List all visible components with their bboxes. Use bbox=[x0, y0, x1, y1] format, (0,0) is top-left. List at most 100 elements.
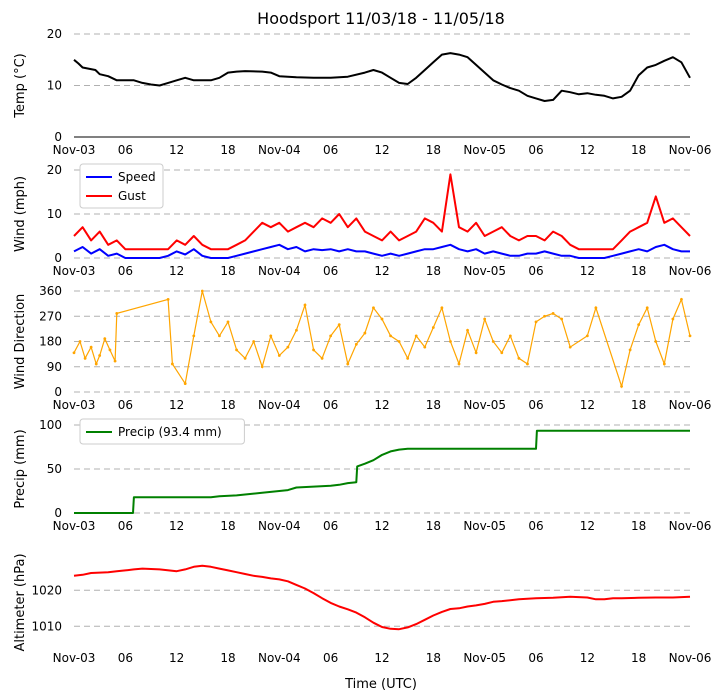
direction-point bbox=[628, 348, 632, 352]
direction-point bbox=[620, 384, 623, 388]
chart-title: Hoodsport 11/03/18 - 11/05/18 bbox=[257, 9, 505, 28]
wind-xtick-label: 12 bbox=[169, 264, 184, 278]
direction-point bbox=[269, 334, 273, 338]
direction-point bbox=[594, 306, 598, 310]
temp-ytick-label: 10 bbox=[47, 79, 62, 93]
precip-ytick-label: 100 bbox=[39, 418, 62, 432]
altimeter-xtick-label: 06 bbox=[118, 651, 133, 665]
precip-precip-93-4-mm-line bbox=[74, 429, 690, 514]
wind-panel: 0 10 20 Wind (mph) Nov-03 06 12 18 Nov-04 06 12 18 N… bbox=[13, 163, 711, 278]
temp-xtick-label: 06 bbox=[528, 143, 543, 157]
direction-point bbox=[337, 323, 341, 327]
direction-xtick-label: 12 bbox=[580, 398, 595, 412]
direction-point bbox=[449, 340, 452, 343]
direction-point bbox=[98, 354, 102, 357]
precip-xtick-label: 06 bbox=[323, 519, 338, 533]
altimeter-xtick-label: Nov-06 bbox=[669, 651, 712, 665]
altimeter-xtick-label: Nov-03 bbox=[53, 651, 96, 665]
precip-xtick-label: 18 bbox=[631, 519, 646, 533]
temp-xtick-label: 12 bbox=[580, 143, 595, 157]
direction-point bbox=[226, 320, 230, 324]
direction-xtick-label: 06 bbox=[118, 398, 133, 412]
direction-point bbox=[380, 317, 384, 321]
direction-point bbox=[500, 351, 504, 355]
direction-xtick-label: 12 bbox=[374, 398, 389, 412]
direction-y-axis-label: Wind Direction bbox=[13, 294, 28, 390]
direction-xtick-label: Nov-06 bbox=[669, 398, 712, 412]
altimeter-xtick-label: 12 bbox=[580, 651, 595, 665]
precip-xtick-label: 18 bbox=[426, 519, 441, 533]
direction-point bbox=[200, 289, 204, 293]
wind-legend-label: Speed bbox=[118, 170, 156, 184]
altimeter-xtick-label: 18 bbox=[631, 651, 646, 665]
precip-xtick-label: Nov-04 bbox=[258, 519, 301, 533]
direction-point bbox=[534, 320, 538, 324]
direction-point bbox=[277, 354, 281, 357]
precip-ytick-label: 50 bbox=[47, 462, 62, 476]
precip-legend bbox=[79, 418, 245, 445]
temp-xtick-label: Nov-05 bbox=[463, 143, 506, 157]
temp-xtick-label: 18 bbox=[426, 143, 441, 157]
temp-xtick-label: 12 bbox=[169, 143, 184, 157]
direction-point bbox=[72, 351, 76, 355]
direction-point bbox=[466, 328, 469, 332]
direction-point bbox=[235, 348, 238, 352]
precip-xtick-label: Nov-03 bbox=[53, 519, 96, 533]
direction-point bbox=[103, 337, 107, 341]
direction-point bbox=[115, 312, 119, 315]
direction-point bbox=[363, 331, 367, 335]
direction-point bbox=[108, 348, 112, 352]
direction-point bbox=[662, 362, 666, 366]
temp-xtick-label: 18 bbox=[220, 143, 235, 157]
direction-point bbox=[243, 356, 247, 360]
direction-point bbox=[637, 323, 641, 327]
precip-xtick-label: 12 bbox=[169, 519, 184, 533]
direction-point bbox=[551, 312, 555, 315]
direction-point bbox=[491, 340, 495, 343]
direction-point bbox=[517, 356, 521, 360]
altimeter-y-axis-label: Altimeter (hPa) bbox=[13, 553, 28, 651]
direction-xtick-label: Nov-03 bbox=[53, 398, 96, 412]
wind-xtick-label: 06 bbox=[323, 264, 338, 278]
direction-point bbox=[354, 342, 358, 346]
direction-point bbox=[431, 326, 435, 329]
wind-xtick-label: 18 bbox=[631, 264, 646, 278]
temp-xtick-label: 06 bbox=[323, 143, 338, 157]
altimeter-ytick-label: 1020 bbox=[31, 583, 62, 597]
direction-xtick-label: 18 bbox=[220, 398, 235, 412]
precip-xtick-label: Nov-05 bbox=[463, 519, 506, 533]
wind-xtick-label: 12 bbox=[580, 264, 595, 278]
direction-point bbox=[260, 365, 264, 369]
wind-xtick-label: Nov-03 bbox=[53, 264, 96, 278]
altimeter-xtick-label: Nov-04 bbox=[258, 651, 301, 665]
direction-point bbox=[671, 317, 675, 321]
direction-point bbox=[645, 306, 649, 310]
direction-xtick-label: 06 bbox=[528, 398, 543, 412]
direction-xtick-label: 06 bbox=[323, 398, 338, 412]
direction-point bbox=[406, 356, 410, 360]
direction-xtick-label: 18 bbox=[631, 398, 646, 412]
direction-point bbox=[303, 303, 307, 307]
wind-ytick-label: 10 bbox=[47, 207, 62, 221]
temp-y-axis-label: Temp (°C) bbox=[13, 53, 28, 119]
precip-ytick-label: 0 bbox=[54, 506, 62, 520]
altimeter-xtick-label: 18 bbox=[220, 651, 235, 665]
temp-temp-line bbox=[73, 52, 691, 102]
direction-point bbox=[560, 317, 564, 321]
altimeter-xtick-label: 06 bbox=[528, 651, 543, 665]
temp-ytick-label: 0 bbox=[54, 130, 62, 144]
precip-y-axis-label: Precip (mm) bbox=[13, 429, 28, 508]
direction-point bbox=[78, 340, 82, 343]
wind-xtick-label: 12 bbox=[374, 264, 389, 278]
direction-point bbox=[526, 362, 529, 366]
altimeter-xtick-label: 18 bbox=[426, 651, 441, 665]
direction-point bbox=[183, 382, 187, 385]
direction-point bbox=[474, 351, 478, 355]
direction-point bbox=[397, 340, 401, 343]
altimeter-xtick-label: Nov-05 bbox=[463, 651, 506, 665]
direction-ytick-label: 270 bbox=[39, 309, 62, 323]
altimeter-xtick-label: 12 bbox=[169, 651, 184, 665]
direction-point bbox=[680, 298, 683, 301]
